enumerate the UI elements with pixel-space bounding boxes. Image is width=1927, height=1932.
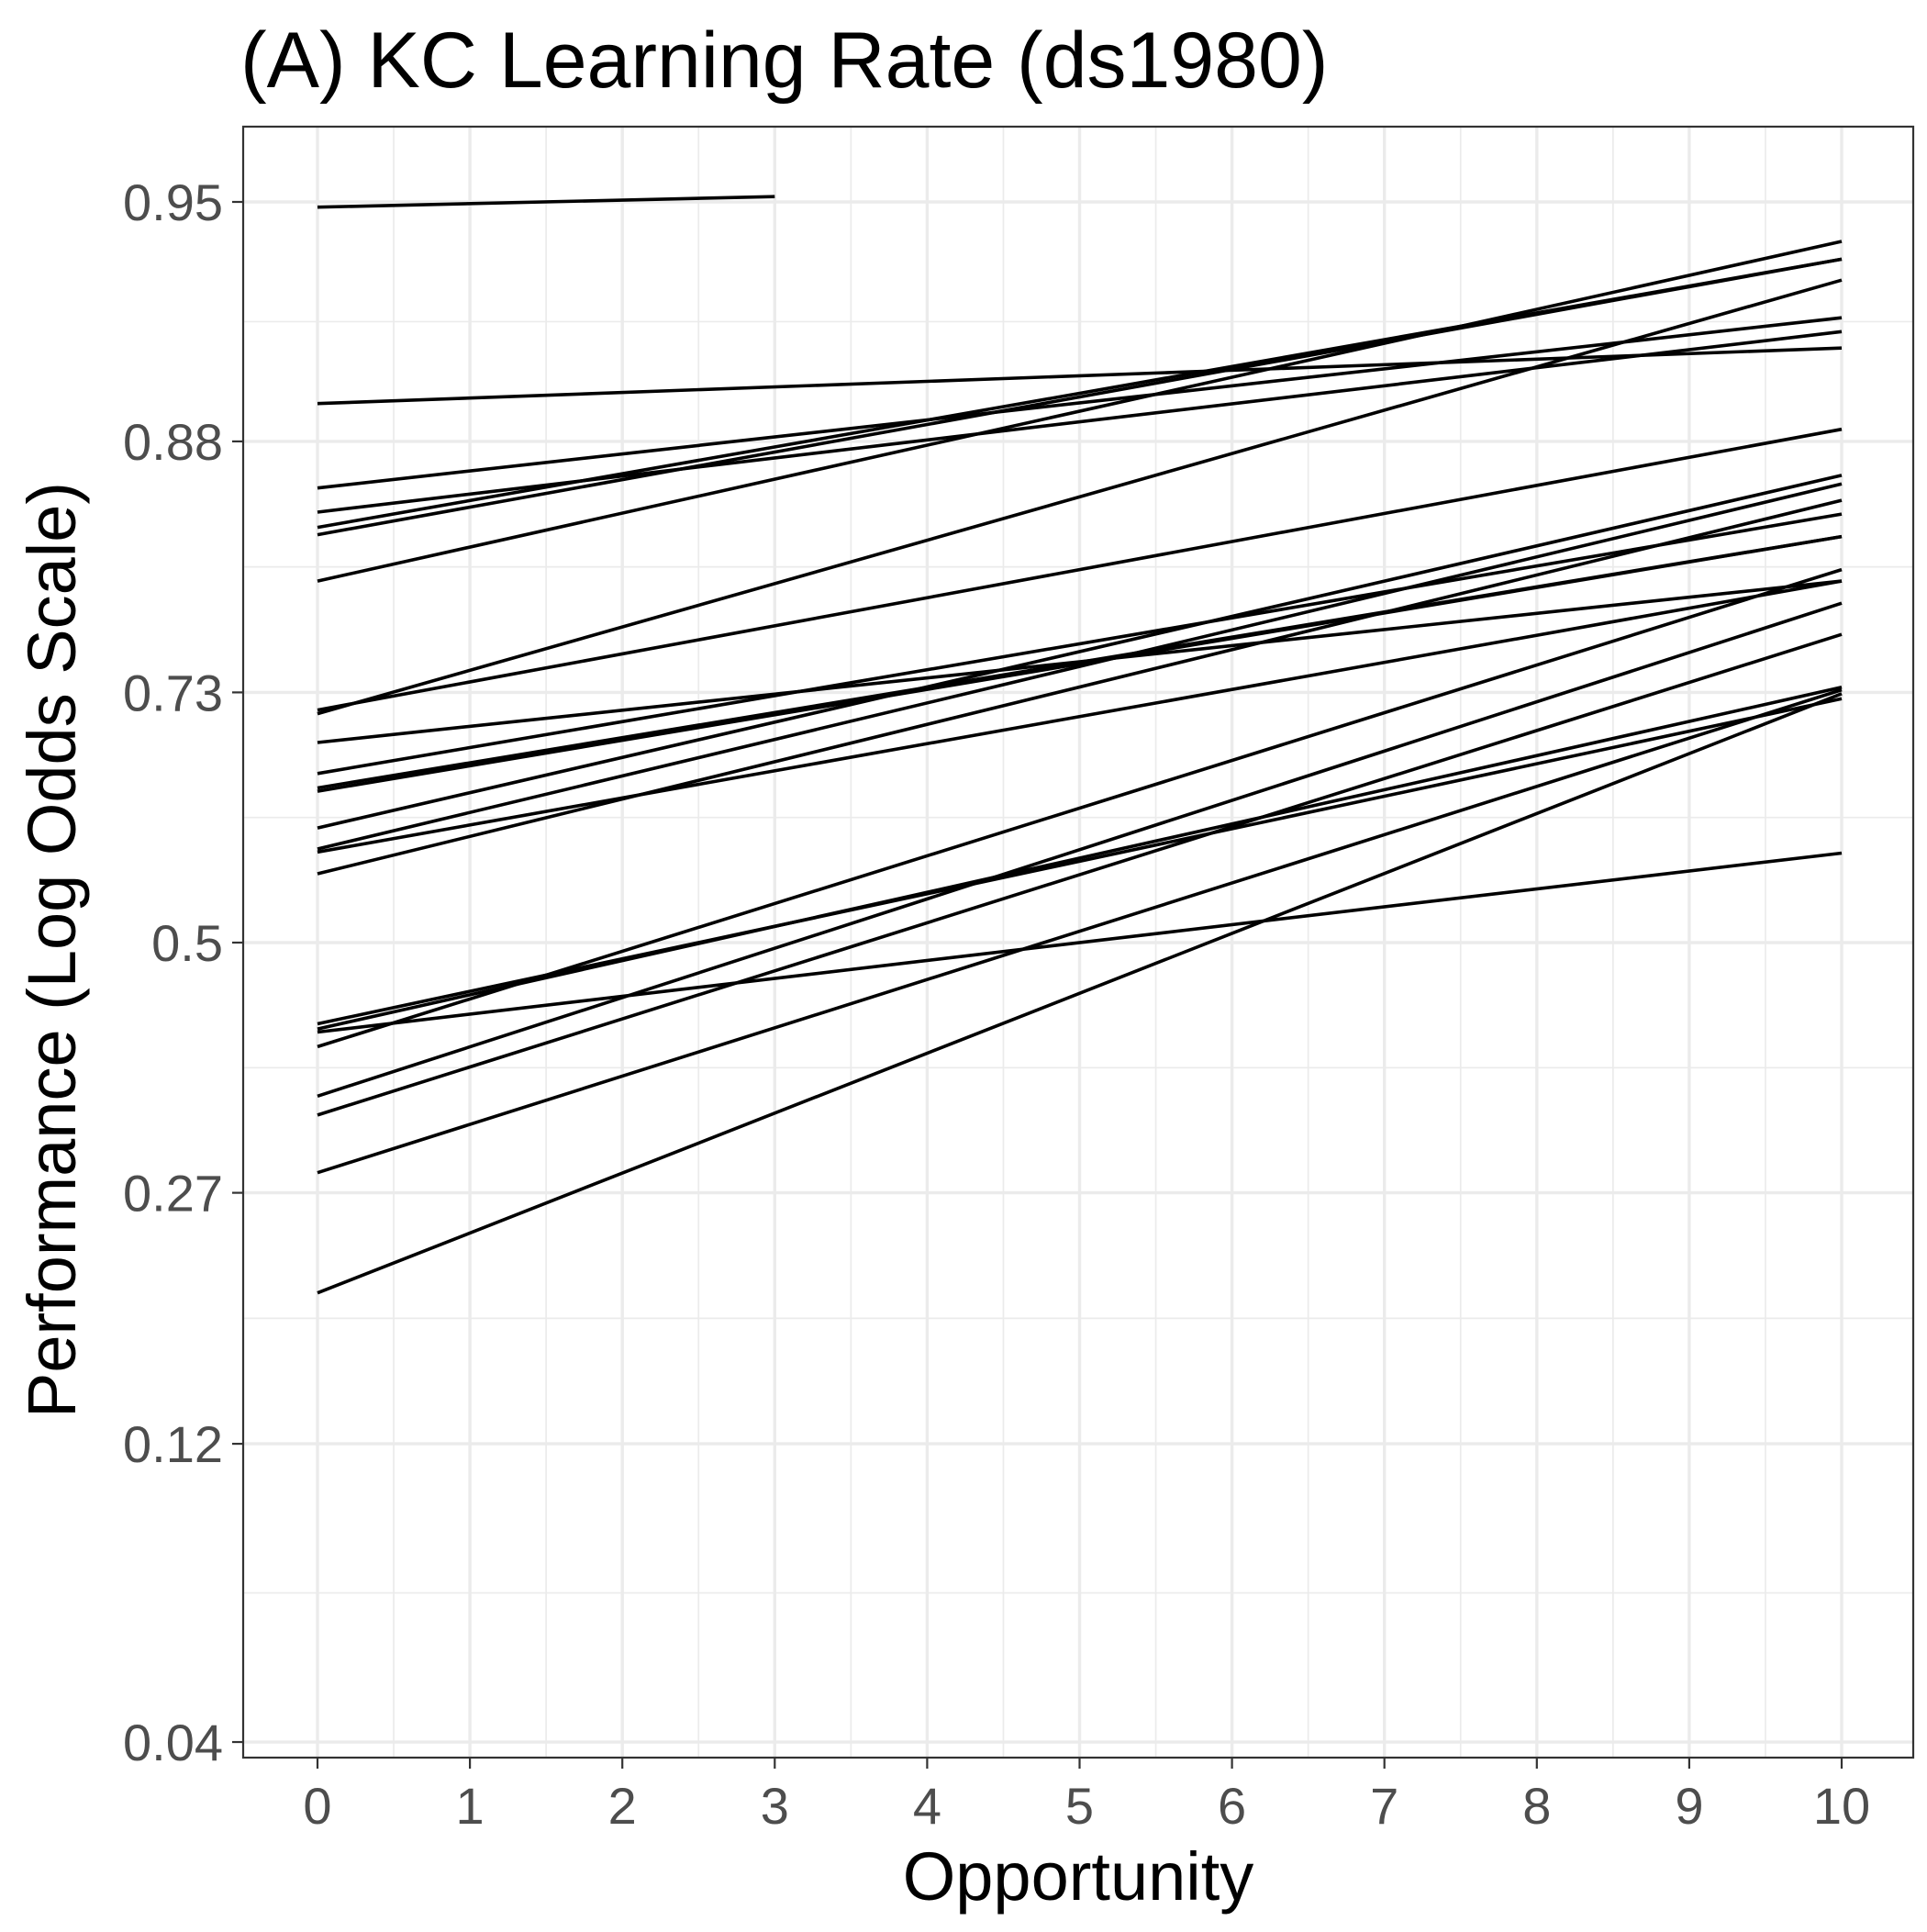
series-line-14 <box>317 474 1843 830</box>
x-tick-label: 0 <box>303 1777 331 1835</box>
series-line-15 <box>317 482 1843 851</box>
series-line-23 <box>317 687 1843 1175</box>
x-tick-label: 10 <box>1813 1777 1870 1835</box>
y-tick-label: 0.27 <box>123 1165 223 1223</box>
y-tick-label: 0.95 <box>123 173 223 231</box>
series-line-21 <box>317 601 1843 1099</box>
series-line-25 <box>317 851 1843 1034</box>
x-tick-label: 4 <box>913 1777 941 1835</box>
x-axis-title: Opportunity <box>903 1838 1254 1915</box>
y-tick-label: 0.12 <box>123 1415 223 1473</box>
series-line-16 <box>317 579 1843 854</box>
series-line-6 <box>317 257 1843 537</box>
x-tick-label: 3 <box>761 1777 789 1835</box>
series-line-13 <box>317 534 1843 793</box>
series-line-3 <box>317 316 1843 490</box>
series-line-18 <box>317 697 1843 1026</box>
x-tick-label: 8 <box>1522 1777 1551 1835</box>
series-line-1 <box>317 195 775 209</box>
y-tick-label: 0.5 <box>151 914 223 972</box>
series-line-7 <box>317 240 1843 583</box>
series-line-11 <box>317 512 1843 776</box>
series-line-17 <box>317 498 1843 876</box>
x-tick-label: 9 <box>1675 1777 1703 1835</box>
series-line-2 <box>317 346 1843 406</box>
series-line-22 <box>317 632 1843 1117</box>
tick-layer: 0.04 0.12 0.27 0.5 0.73 0.88 0.95 0 1 2 3 4 5 6 7 8 9 10 <box>123 173 1870 1835</box>
x-tick-label: 1 <box>456 1777 485 1835</box>
series-layer <box>317 195 1843 1295</box>
series-line-20 <box>317 567 1843 1049</box>
series-line-19 <box>317 686 1843 1031</box>
y-tick-label: 0.73 <box>123 664 223 721</box>
series-line-24 <box>317 692 1843 1295</box>
grid-layer <box>243 127 1913 1758</box>
series-line-9 <box>317 278 1843 716</box>
series-line-8 <box>317 427 1843 712</box>
y-tick-label: 0.88 <box>123 413 223 471</box>
x-tick-label: 7 <box>1370 1777 1398 1835</box>
x-tick-label: 5 <box>1065 1777 1094 1835</box>
x-tick-label: 6 <box>1218 1777 1246 1835</box>
chart-title: (A) KC Learning Rate (ds1980) <box>240 17 1328 105</box>
y-axis-title: Performance (Log Odds Scale) <box>14 482 90 1418</box>
y-tick-label: 0.04 <box>123 1714 223 1771</box>
x-tick-label: 2 <box>608 1777 637 1835</box>
